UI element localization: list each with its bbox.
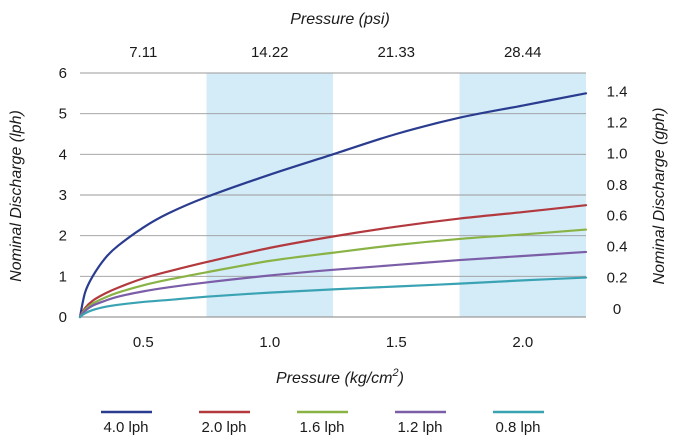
right-y-tick-labels: 0 0.2 0.4 0.6 0.8 1.0 1.2 1.4: [607, 84, 628, 318]
left-y-tick-label: 2: [59, 228, 67, 245]
legend-item: 0.8 lph: [493, 410, 544, 436]
legend-label: 1.6 lph: [299, 419, 344, 436]
bottom-x-tick-label: 2.0: [512, 334, 533, 351]
bottom-axis-title-superscript: 2: [392, 367, 399, 379]
right-y-tick-label: 1.0: [607, 146, 628, 163]
top-x-tick-label: 28.44: [504, 44, 542, 61]
left-axis-title: Nominal Discharge (lph): [8, 110, 25, 282]
bottom-x-tick-labels: 0.5 1.0 1.5 2.0: [133, 334, 533, 351]
right-y-tick-label: 0: [613, 301, 621, 318]
legend-item: 4.0 lph: [101, 410, 152, 436]
left-y-tick-label: 6: [59, 65, 67, 82]
series-lines: [78, 92, 588, 319]
legend-item: 2.0 lph: [199, 410, 250, 436]
top-axis-title: Pressure (psi): [290, 11, 390, 28]
left-y-tick-label: 0: [59, 309, 67, 326]
top-x-tick-label: 21.33: [377, 44, 415, 61]
series-line-4-0-lph: [78, 92, 588, 319]
right-y-tick-label: 0.4: [607, 239, 628, 256]
top-x-tick-label: 14.22: [251, 44, 289, 61]
series-line-2-0-lph: [78, 204, 588, 319]
right-y-tick-label: 1.2: [607, 115, 628, 132]
legend-item: 1.2 lph: [395, 410, 446, 436]
series-line-0-8-lph: [78, 276, 588, 319]
left-y-tick-label: 3: [59, 187, 67, 204]
top-x-tick-labels: 7.11 14.22 21.33 28.44: [129, 44, 541, 61]
top-x-tick-label: 7.11: [129, 44, 157, 61]
right-y-tick-label: 0.6: [607, 208, 628, 225]
bottom-x-tick-label: 0.5: [133, 334, 154, 351]
legend-label: 4.0 lph: [103, 419, 148, 436]
right-axis-title: Nominal Discharge (gph): [651, 108, 668, 285]
bottom-axis-title-close: ): [397, 370, 404, 387]
legend-label: 1.2 lph: [397, 419, 442, 436]
right-y-tick-label: 0.2: [607, 270, 628, 287]
bottom-axis-title: Pressure (kg/cm2): [276, 367, 404, 387]
left-y-tick-label: 4: [59, 146, 67, 163]
legend: 4.0 lph 2.0 lph 1.6 lph 1.2 lph 0.8 lph: [101, 410, 544, 436]
left-y-tick-label: 1: [59, 268, 67, 285]
series-line-1-2-lph: [78, 250, 588, 319]
legend-label: 2.0 lph: [201, 419, 246, 436]
right-y-tick-label: 0.8: [607, 177, 628, 194]
bottom-x-tick-label: 1.5: [386, 334, 407, 351]
left-y-tick-label: 5: [59, 106, 67, 123]
bottom-axis-title-main: Pressure (kg/cm: [276, 370, 392, 387]
bottom-x-tick-label: 1.0: [259, 334, 280, 351]
legend-item: 1.6 lph: [297, 410, 348, 436]
legend-label: 0.8 lph: [495, 419, 540, 436]
left-y-tick-labels: 0 1 2 3 4 5 6: [59, 65, 67, 326]
series-line-1-6-lph: [78, 228, 588, 319]
right-y-tick-label: 1.4: [607, 84, 628, 101]
